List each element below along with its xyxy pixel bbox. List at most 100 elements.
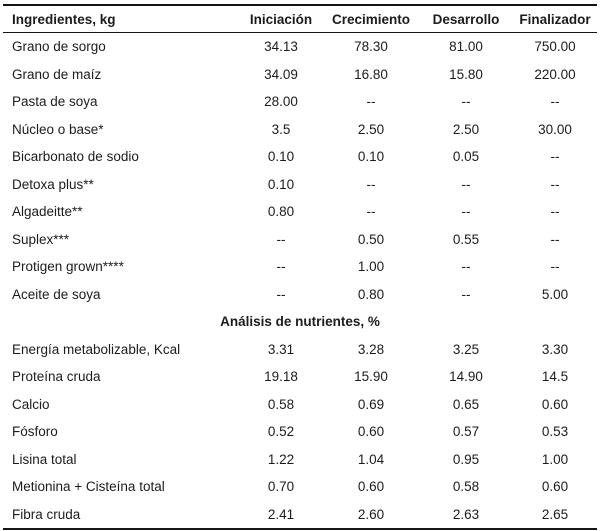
- value-cell: --: [550, 259, 560, 275]
- value-cell: 0.80: [357, 286, 385, 302]
- value-cell: 0.69: [357, 396, 385, 412]
- header-row: Ingredientes, kg Iniciación Crecimiento …: [3, 5, 597, 33]
- value-cell: 2.50: [357, 121, 385, 137]
- row-label: Fósforo: [12, 424, 58, 440]
- value-cell: --: [461, 204, 471, 220]
- value-cell: 1.22: [267, 451, 295, 467]
- value-cell: 0.70: [267, 479, 295, 495]
- section-header: Análisis de nutrientes, %: [220, 314, 380, 330]
- table-row: Suplex*** -- 0.50 0.55 --: [3, 226, 597, 254]
- table-row: Grano de maíz 34.09 16.80 15.80 220.00: [3, 61, 597, 89]
- row-label: Suplex***: [12, 231, 70, 247]
- feed-formulation-table: Ingredientes, kg Iniciación Crecimiento …: [3, 4, 597, 530]
- value-cell: 0.95: [452, 451, 480, 467]
- value-cell: 16.80: [354, 66, 388, 82]
- value-cell: 1.04: [357, 451, 385, 467]
- value-cell: --: [461, 259, 471, 275]
- table-row: Calcio 0.58 0.69 0.65 0.60: [3, 391, 597, 419]
- value-cell: 0.55: [452, 231, 480, 247]
- value-cell: 3.31: [267, 341, 295, 357]
- table-row: Metionina + Cisteína total 0.70 0.60 0.58 0.…: [3, 473, 597, 501]
- value-cell: 0.58: [452, 479, 480, 495]
- value-cell: --: [366, 204, 376, 220]
- value-cell: 2.63: [452, 506, 480, 522]
- value-cell: 3.30: [541, 341, 569, 357]
- value-cell: --: [461, 286, 471, 302]
- value-cell: 1.00: [357, 259, 385, 275]
- table-header: Ingredientes, kg Iniciación Crecimiento …: [3, 5, 597, 33]
- value-cell: --: [366, 176, 376, 192]
- table-row: Fibra cruda 2.41 2.60 2.63 2.65: [3, 501, 597, 529]
- table-row: Proteína cruda 19.18 15.90 14.90 14.5: [3, 363, 597, 391]
- value-cell: 0.10: [267, 149, 295, 165]
- value-cell: 3.25: [452, 341, 480, 357]
- value-cell: 0.50: [357, 231, 385, 247]
- row-label: Protigen grown****: [12, 259, 124, 275]
- value-cell: 3.5: [271, 121, 291, 137]
- row-label: Núcleo o base*: [12, 121, 104, 137]
- value-cell: --: [276, 259, 286, 275]
- value-cell: 0.52: [267, 424, 295, 440]
- value-cell: 0.60: [541, 396, 569, 412]
- value-cell: --: [550, 149, 560, 165]
- value-cell: 34.09: [264, 66, 298, 82]
- column-header-desarrollo: Desarrollo: [432, 11, 500, 27]
- table-row: Bicarbonato de sodio 0.10 0.10 0.05 --: [3, 143, 597, 171]
- value-cell: 2.41: [267, 506, 295, 522]
- value-cell: 220.00: [534, 66, 576, 82]
- row-label: Proteína cruda: [12, 369, 101, 385]
- table-row: Grano de sorgo 34.13 78.30 81.00 750.00: [3, 33, 597, 61]
- value-cell: --: [276, 231, 286, 247]
- table-row: Protigen grown**** -- 1.00 -- --: [3, 253, 597, 281]
- value-cell: 15.90: [354, 369, 388, 385]
- ingredients-body: Grano de sorgo 34.13 78.30 81.00 750.00 Grano…: [3, 33, 597, 309]
- value-cell: 750.00: [534, 39, 576, 55]
- value-cell: 30.00: [538, 121, 572, 137]
- row-label: Calcio: [12, 396, 50, 412]
- value-cell: 2.60: [357, 506, 385, 522]
- value-cell: 14.90: [449, 369, 483, 385]
- section-header-row: Análisis de nutrientes, %: [3, 308, 597, 336]
- value-cell: 0.53: [541, 424, 569, 440]
- value-cell: 0.05: [452, 149, 480, 165]
- table-row: Algadeitte** 0.80 -- -- --: [3, 198, 597, 226]
- table-row: Aceite de soya -- 0.80 -- 5.00: [3, 281, 597, 309]
- table-row: Energía metabolizable, Kcal 3.31 3.28 3.25 3…: [3, 336, 597, 364]
- value-cell: 81.00: [449, 39, 483, 55]
- value-cell: 0.10: [357, 149, 385, 165]
- row-label: Lisina total: [12, 451, 77, 467]
- table-row: Detoxa plus** 0.10 -- -- --: [3, 171, 597, 199]
- value-cell: 0.80: [267, 204, 295, 220]
- value-cell: --: [461, 94, 471, 110]
- value-cell: 0.65: [452, 396, 480, 412]
- value-cell: 2.65: [541, 506, 569, 522]
- value-cell: --: [550, 231, 560, 247]
- column-header-iniciacion: Iniciación: [249, 11, 313, 27]
- value-cell: --: [550, 176, 560, 192]
- table-row: Pasta de soya 28.00 -- -- --: [3, 88, 597, 116]
- value-cell: 0.60: [357, 424, 385, 440]
- row-label: Detoxa plus**: [12, 176, 94, 192]
- row-label: Bicarbonato de sodio: [12, 149, 139, 165]
- value-cell: 5.00: [541, 286, 569, 302]
- value-cell: 0.60: [541, 479, 569, 495]
- value-cell: --: [550, 94, 560, 110]
- row-label: Pasta de soya: [12, 94, 98, 110]
- row-label: Grano de maíz: [12, 66, 102, 82]
- column-header-ingredientes: Ingredientes, kg: [12, 11, 116, 27]
- table-row: Núcleo o base* 3.5 2.50 2.50 30.00: [3, 116, 597, 144]
- row-label: Metionina + Cisteína total: [12, 479, 165, 495]
- column-header-finalizador: Finalizador: [519, 11, 591, 27]
- value-cell: 28.00: [264, 94, 298, 110]
- value-cell: 0.58: [267, 396, 295, 412]
- value-cell: 15.80: [449, 66, 483, 82]
- value-cell: --: [550, 204, 560, 220]
- value-cell: 78.30: [354, 39, 388, 55]
- value-cell: 1.00: [541, 451, 569, 467]
- value-cell: 14.5: [541, 369, 569, 385]
- value-cell: 3.28: [357, 341, 385, 357]
- value-cell: --: [366, 94, 376, 110]
- table-row: Fósforo 0.52 0.60 0.57 0.53: [3, 418, 597, 446]
- value-cell: --: [461, 176, 471, 192]
- row-label: Grano de sorgo: [12, 39, 106, 55]
